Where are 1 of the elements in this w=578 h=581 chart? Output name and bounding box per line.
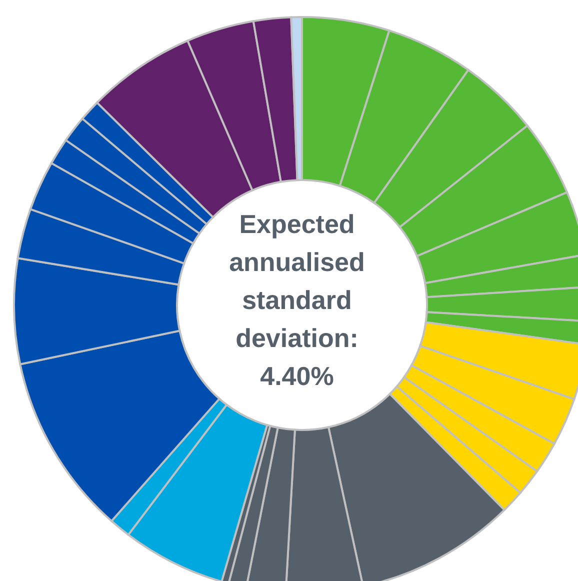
text: Expected annualised standard deviation: 4.40% — [229, 209, 365, 391]
